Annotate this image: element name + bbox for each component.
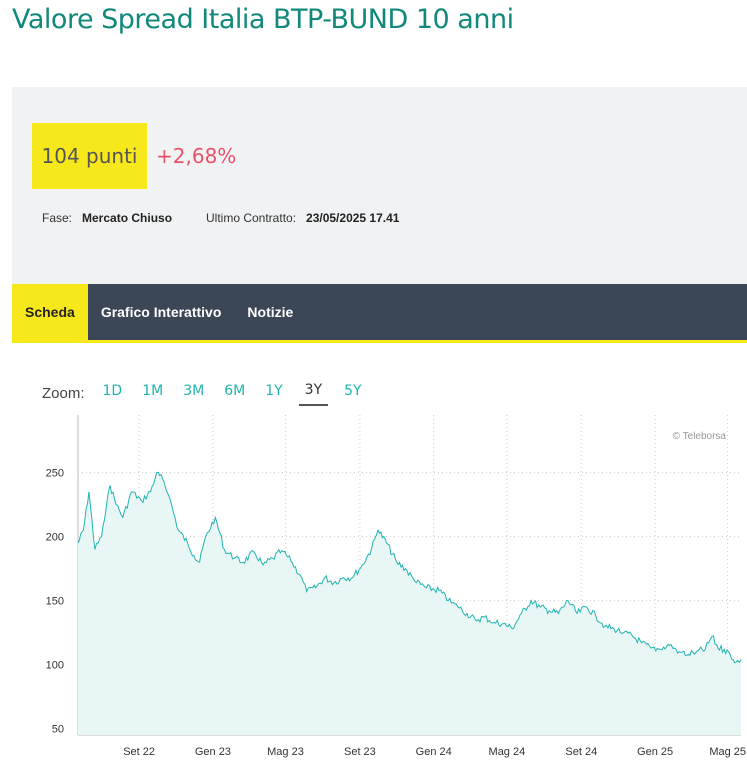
y-tick-label: 100 <box>46 660 64 672</box>
chart-credit: © Teleborsa <box>673 431 727 442</box>
phase-info: Fase: Mercato Chiuso <box>42 211 172 225</box>
zoom-6m-button[interactable]: 6M <box>224 383 246 399</box>
y-tick-label: 200 <box>46 532 64 544</box>
y-tick-label: 150 <box>46 596 64 608</box>
x-tick-label: Mag 25 <box>709 746 746 758</box>
last-contract-info: Ultimo Contratto: 23/05/2025 17.41 <box>206 211 399 225</box>
series-area <box>78 472 741 735</box>
last-contract-label: Ultimo Contratto: <box>206 211 297 225</box>
tab-scheda[interactable]: Scheda <box>12 284 88 340</box>
zoom-1d-button[interactable]: 1D <box>102 383 123 399</box>
tab-bar: Scheda Grafico Interattivo Notizie <box>12 284 747 343</box>
change-percent: +2,68% <box>156 144 237 168</box>
x-tick-label: Gen 23 <box>195 746 231 758</box>
page-title: Valore Spread Italia BTP-BUND 10 anni <box>12 4 514 35</box>
series-line <box>77 471 742 664</box>
y-tick-label: 250 <box>46 468 64 480</box>
zoom-1y-button[interactable]: 1Y <box>265 383 283 399</box>
tab-notizie[interactable]: Notizie <box>247 304 294 320</box>
zoom-3m-button[interactable]: 3M <box>183 383 205 399</box>
x-tick-label: Mag 23 <box>267 746 304 758</box>
x-tick-label: Mag 24 <box>489 746 526 758</box>
quote-panel: 104 punti +2,68% Fase: Mercato Chiuso Ult… <box>12 87 747 284</box>
zoom-label: Zoom: <box>42 384 85 402</box>
last-contract-value: 23/05/2025 17.41 <box>306 211 400 225</box>
zoom-3y-button[interactable]: 3Y <box>298 380 329 406</box>
x-tick-label: Gen 25 <box>637 746 673 758</box>
y-tick-label: 50 <box>52 724 64 736</box>
x-tick-label: Set 22 <box>123 746 155 758</box>
x-tick-label: Gen 24 <box>416 746 452 758</box>
phase-label: Fase: <box>42 211 73 225</box>
spread-chart[interactable]: 50 100 150 200 250 Set 22 Gen 23 Mag 23 Set 23 Ge… <box>0 405 747 768</box>
price-badge: 104 punti <box>32 123 147 189</box>
phase-value: Mercato Chiuso <box>82 211 173 225</box>
zoom-selector: Zoom: 1D 1M 3M 6M 1Y 3Y 5Y <box>42 380 372 406</box>
zoom-5y-button[interactable]: 5Y <box>344 383 362 399</box>
x-tick-label: Set 24 <box>565 746 597 758</box>
x-tick-label: Set 23 <box>344 746 376 758</box>
zoom-1m-button[interactable]: 1M <box>142 383 164 399</box>
tab-grafico-interattivo[interactable]: Grafico Interattivo <box>100 304 222 320</box>
